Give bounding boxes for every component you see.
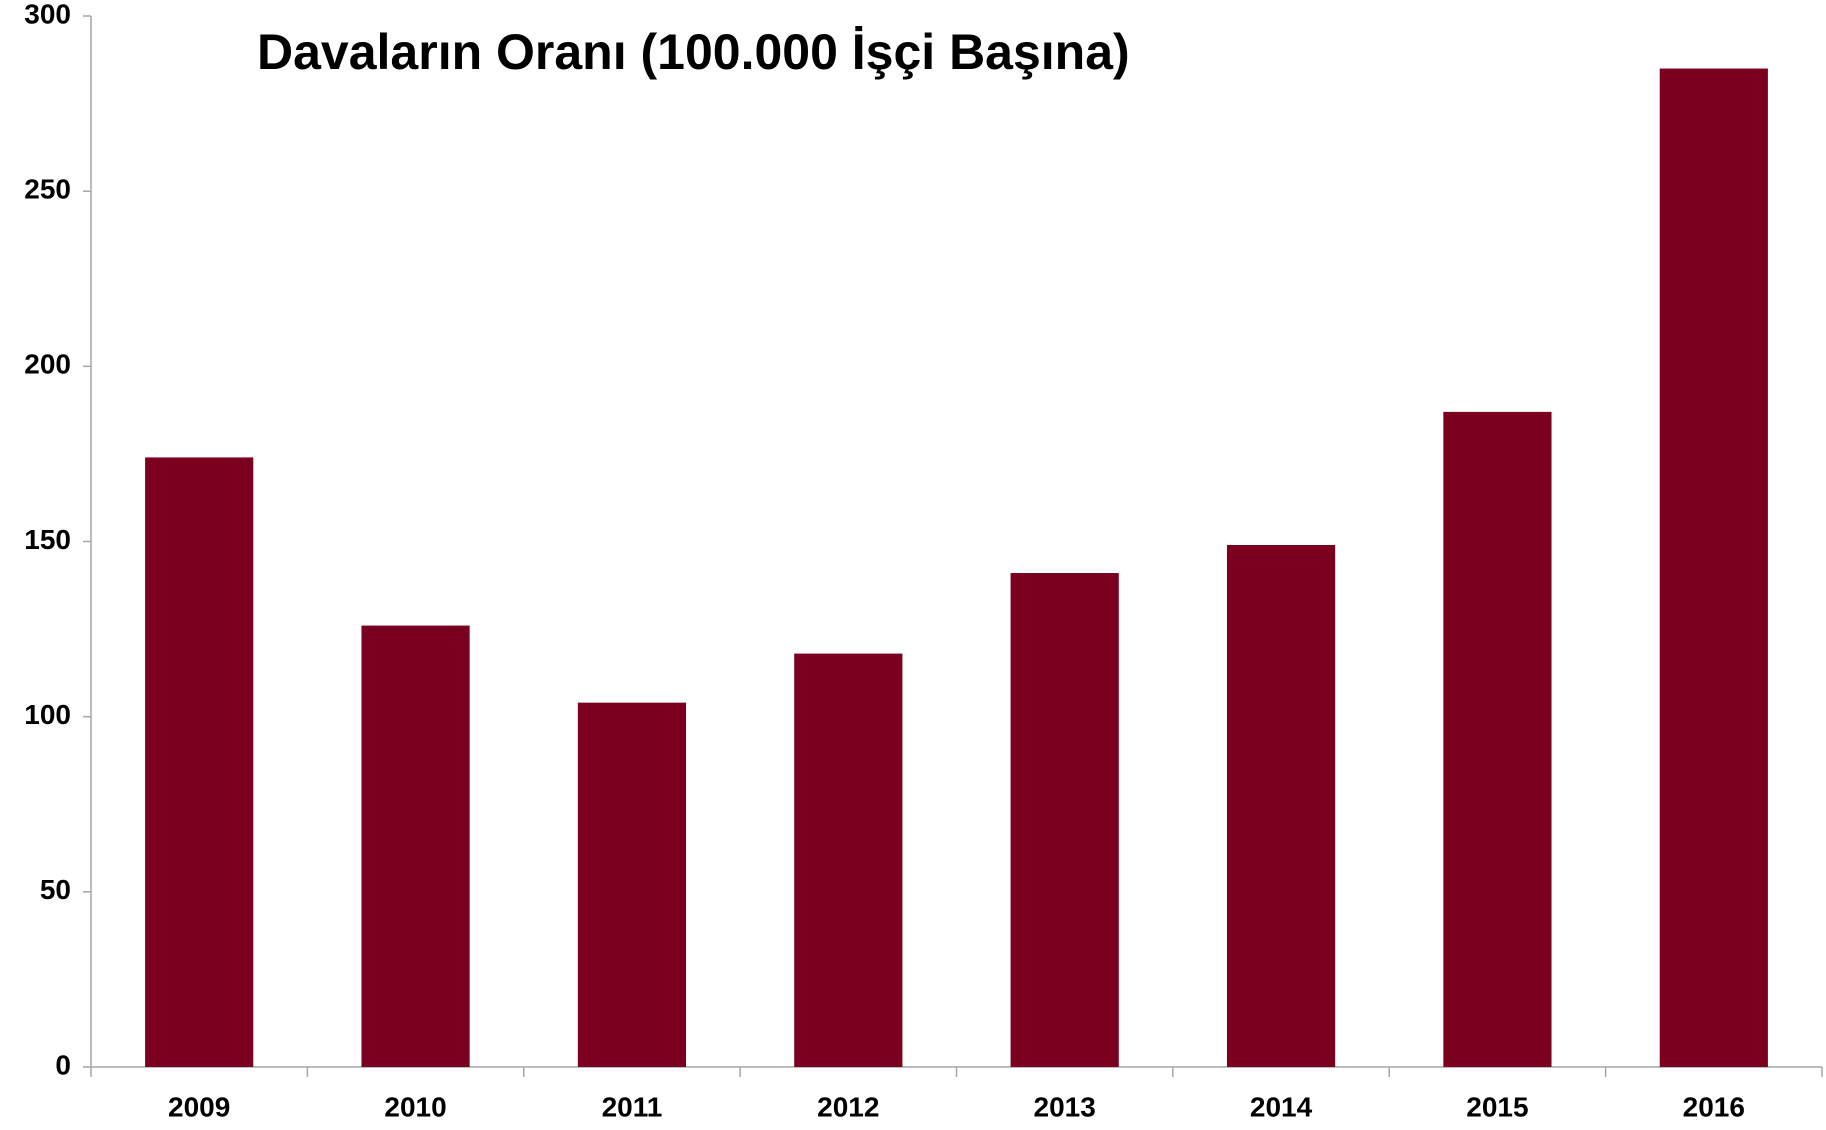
x-tick-label: 2010: [384, 1091, 446, 1122]
x-tick-label: 2015: [1466, 1091, 1528, 1122]
x-tick-label: 2016: [1683, 1091, 1745, 1122]
x-tick-label: 2009: [168, 1091, 230, 1122]
chart-title: Davaların Oranı (100.000 İşçi Başına): [257, 24, 1130, 80]
bar: [361, 625, 470, 1067]
x-tick-label: 2013: [1034, 1091, 1096, 1122]
y-tick-label: 200: [24, 349, 71, 380]
bar: [1443, 411, 1552, 1067]
y-tick-label: 150: [24, 524, 71, 555]
x-tick-label: 2011: [602, 1091, 663, 1122]
y-tick-label: 250: [24, 174, 71, 205]
x-tick-label: 2014: [1250, 1091, 1313, 1122]
bar: [1226, 545, 1336, 1067]
y-tick-label: 100: [24, 699, 71, 730]
y-tick-label: 0: [55, 1049, 71, 1080]
bar: [794, 653, 903, 1067]
bar: [145, 457, 254, 1067]
bar: [1659, 68, 1768, 1068]
y-tick-label: 50: [40, 874, 71, 905]
x-tick-label: 2012: [817, 1091, 879, 1122]
bar: [577, 702, 687, 1067]
bar: [1010, 573, 1119, 1067]
y-tick-label: 300: [24, 0, 71, 29]
